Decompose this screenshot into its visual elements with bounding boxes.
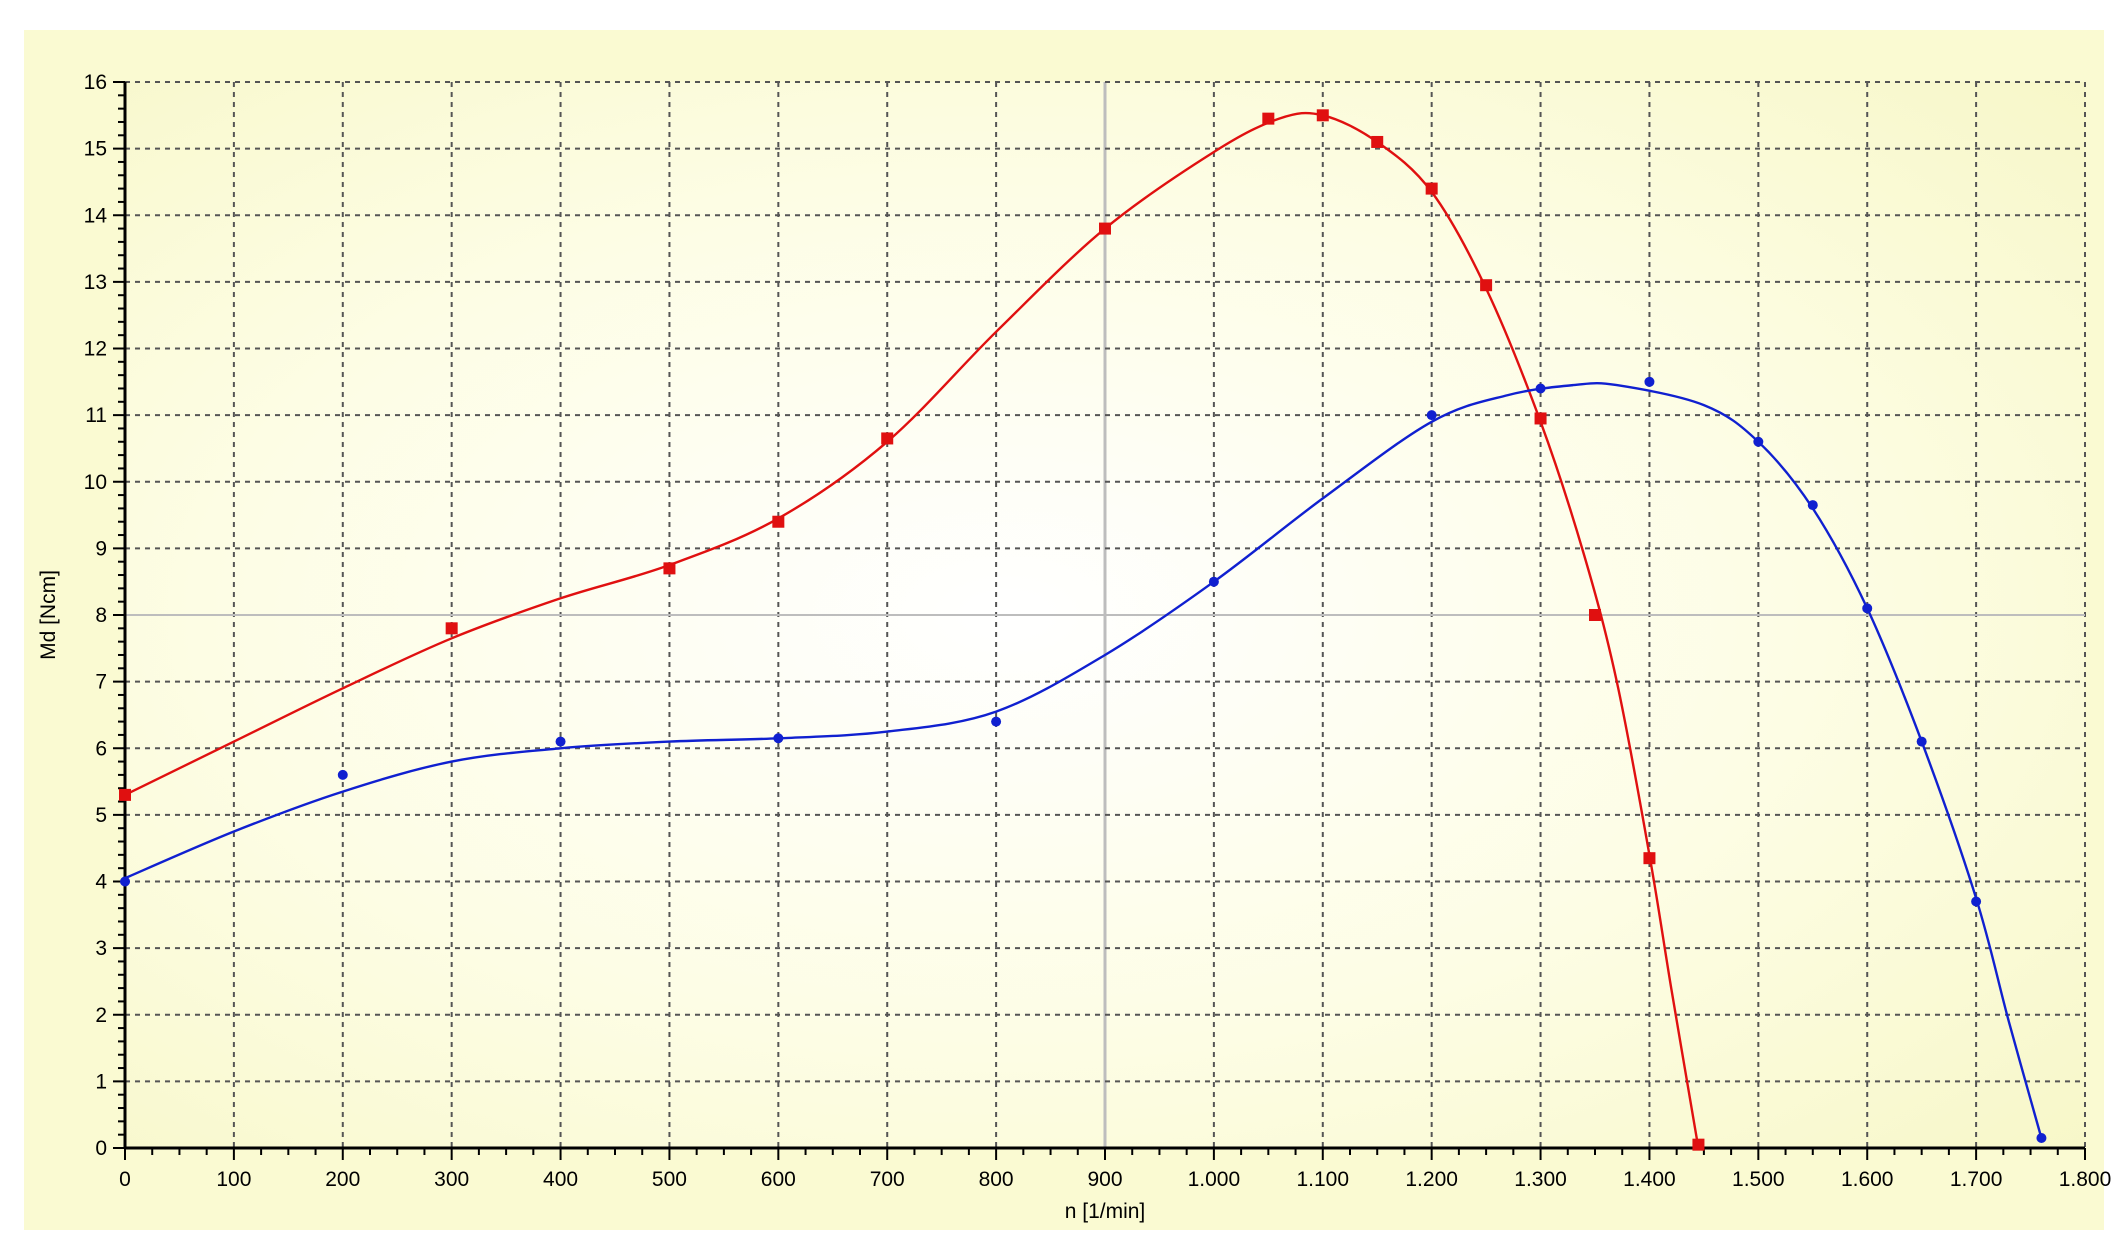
x-tick-label: 800	[979, 1168, 1014, 1191]
y-tick-label: 15	[84, 138, 107, 161]
series-1	[119, 109, 1705, 1151]
series-1-point	[881, 432, 894, 445]
y-tick-label: 9	[95, 537, 107, 560]
y-tick-label: 2	[95, 1004, 107, 1027]
x-tick-label: 1.300	[1514, 1168, 1567, 1191]
series-2-point	[773, 733, 784, 744]
y-tick-label: 1	[95, 1070, 107, 1093]
y-tick-label: 11	[85, 404, 107, 427]
series-1-point	[1480, 279, 1493, 292]
x-tick-label: 400	[543, 1168, 578, 1191]
axes	[113, 81, 2086, 1160]
series-1-point	[1692, 1138, 1705, 1151]
x-tick-label: 1.800	[2059, 1168, 2112, 1191]
x-tick-label: 300	[434, 1168, 469, 1191]
series-1-point	[1099, 222, 1111, 235]
series-2-point	[1644, 376, 1655, 387]
y-tick-label: 0	[95, 1137, 107, 1160]
x-tick-label: 1.700	[1950, 1168, 2003, 1191]
y-tick-label: 7	[95, 671, 107, 694]
y-tick-label: 16	[84, 71, 107, 94]
y-tick-label: 6	[95, 737, 107, 760]
series-2-point	[1971, 896, 1982, 907]
series-1-point	[445, 622, 458, 635]
x-tick-label: 1.400	[1623, 1168, 1676, 1191]
x-tick-label: 0	[119, 1168, 131, 1191]
series-2-point	[1807, 500, 1818, 511]
y-tick-label: 4	[95, 871, 107, 894]
x-tick-label: 1.100	[1296, 1168, 1349, 1191]
x-tick-label: 1.500	[1732, 1168, 1785, 1191]
series-2-point	[2036, 1133, 2047, 1144]
series-2-line	[124, 382, 2043, 1139]
grid	[125, 81, 2086, 1148]
series-2-point	[1426, 410, 1437, 421]
x-tick-label: 900	[1087, 1168, 1122, 1191]
series-2-point	[337, 769, 348, 780]
series-2-point	[1535, 383, 1546, 394]
series-1-point	[663, 562, 676, 575]
x-tick-label: 1.200	[1405, 1168, 1458, 1191]
y-tick-label: 13	[84, 271, 107, 294]
series-2-point	[1862, 603, 1873, 614]
series-1-point	[1589, 609, 1601, 621]
y-tick-label: 10	[84, 471, 107, 494]
y-tick-label: 5	[95, 804, 107, 827]
x-tick-label: 1.000	[1188, 1168, 1241, 1191]
series-1-line	[124, 111, 1700, 1149]
series-1-point	[1534, 412, 1547, 425]
series-1-point	[772, 515, 785, 528]
x-tick-label: 200	[325, 1168, 360, 1191]
series-1-point	[1371, 135, 1384, 148]
x-tick-label: 500	[652, 1168, 687, 1191]
series-1-point	[1262, 112, 1275, 125]
y-tick-label: 3	[95, 937, 107, 960]
x-tick-labels: 0 100 200 300 400 500 600 700 800 900 1.000 1.100 1.…	[119, 1168, 2111, 1191]
x-tick-label: 100	[216, 1168, 251, 1191]
series-2-point	[120, 876, 130, 887]
series-1-point	[119, 788, 131, 801]
series-2-point	[1753, 436, 1764, 447]
series-2-point	[1208, 576, 1219, 587]
series-2-point	[991, 716, 1002, 727]
series-layer	[119, 109, 2047, 1151]
y-axis-label: Md [Ncm]	[37, 570, 60, 660]
x-tick-label: 1.600	[1841, 1168, 1894, 1191]
series-2-point	[555, 736, 566, 747]
x-axis-label: n [1/min]	[1065, 1200, 1146, 1223]
y-tick-label: 14	[84, 204, 108, 227]
y-tick-label: 12	[84, 338, 107, 361]
x-tick-label: 700	[870, 1168, 905, 1191]
series-1-point	[1316, 109, 1329, 122]
series-2	[120, 376, 2047, 1144]
x-tick-label: 600	[761, 1168, 796, 1191]
series-2-point	[1916, 736, 1927, 747]
y-tick-label: 8	[95, 604, 107, 627]
series-1-point	[1425, 182, 1438, 195]
series-1-point	[1643, 852, 1656, 865]
